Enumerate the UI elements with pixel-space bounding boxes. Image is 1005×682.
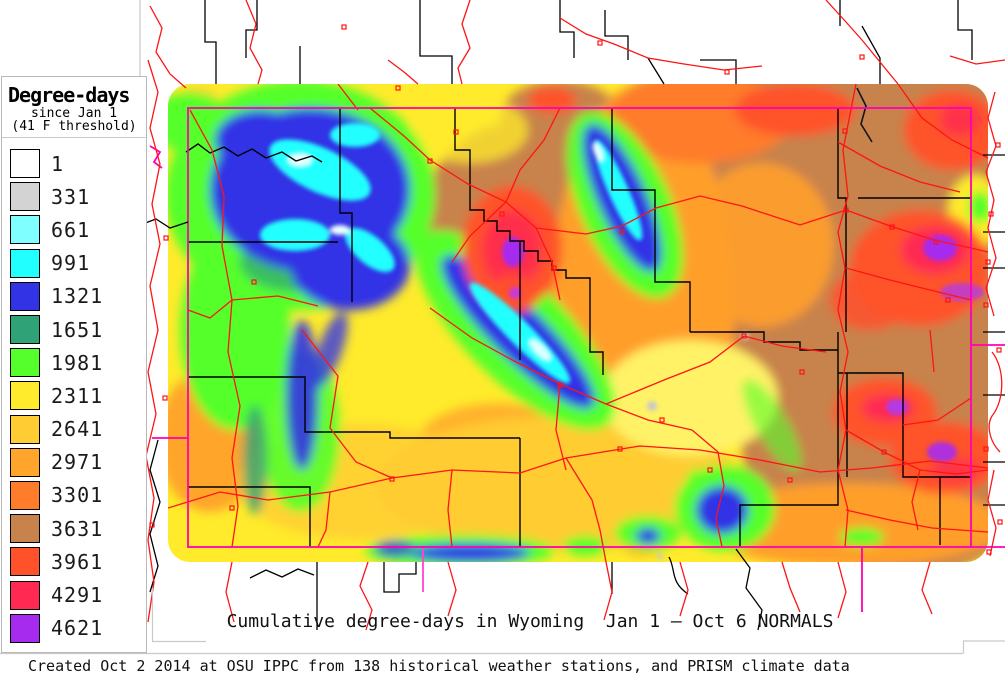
legend-value: 991 (51, 251, 91, 276)
frame-lines (0, 0, 1005, 655)
legend-swatch (10, 414, 40, 444)
legend-row: 1321 (10, 280, 144, 313)
legend-title: Degree-days (8, 83, 130, 107)
legend-swatch (10, 613, 40, 643)
legend-value: 2971 (51, 450, 104, 475)
attribution-footer: Created Oct 2 2014 at OSU IPPC from 138 … (28, 657, 850, 675)
legend-row: 3301 (10, 479, 144, 512)
legend-swatch (10, 580, 40, 610)
legend-swatch (10, 547, 40, 577)
river-line (856, 87, 873, 143)
legend-value: 1651 (51, 317, 104, 342)
legend-swatch (10, 447, 40, 477)
legend-row: 331 (10, 180, 144, 213)
legend-value: 4291 (51, 583, 104, 608)
map-caption: Cumulative degree-days in Wyoming Jan 1 … (226, 611, 834, 632)
legend-value: 1 (51, 151, 65, 176)
legend-swatch (10, 215, 40, 245)
county-boundaries (185, 108, 971, 547)
legend-value: 3301 (51, 483, 104, 508)
legend-swatch (10, 480, 40, 510)
legend-swatch (10, 182, 40, 212)
legend-row: 3961 (10, 545, 144, 578)
margin-town-markers (149, 24, 1003, 555)
legend-row: 1981 (10, 346, 144, 379)
legend-row: 991 (10, 247, 144, 280)
legend-threshold-note: (41 F threshold) (11, 119, 137, 134)
legend-row: 1651 (10, 313, 144, 346)
legend-value: 4621 (51, 616, 104, 641)
legend-swatch (10, 514, 40, 544)
legend-row: 1 (10, 147, 144, 180)
legend-row: 2641 (10, 413, 144, 446)
legend-value: 2311 (51, 383, 104, 408)
legend-value: 331 (51, 184, 91, 209)
legend-row: 2311 (10, 379, 144, 412)
legend-swatch (10, 315, 40, 345)
legend-value: 661 (51, 217, 91, 242)
legend-row: 3631 (10, 512, 144, 545)
legend-row: 4291 (10, 578, 144, 611)
state-border-line (149, 107, 1005, 612)
legend-row: 2971 (10, 446, 144, 479)
legend-rows: 1 331 661 991 1321 1651 1981 2311 2641 2971 3301 36… (10, 147, 144, 645)
legend-value: 2641 (51, 417, 104, 442)
legend-swatch (10, 149, 40, 179)
legend-value: 3961 (51, 549, 104, 574)
legend-swatch (10, 381, 40, 411)
margin-roads (145, 0, 1005, 631)
legend-value: 3631 (51, 516, 104, 541)
legend-swatch (10, 281, 40, 311)
legend-swatch (10, 248, 40, 278)
legend-subtitle: since Jan 1 (30, 106, 118, 121)
highways (168, 84, 988, 562)
legend-swatch (10, 348, 40, 378)
legend-row: 4621 (10, 612, 144, 645)
terrain-heatmap (168, 84, 988, 562)
town-markers (229, 85, 951, 511)
legend-value: 1321 (51, 284, 104, 309)
legend-row: 661 (10, 213, 144, 246)
legend-value: 1981 (51, 350, 104, 375)
legend-divider (2, 137, 146, 138)
legend-panel: Degree-days since Jan 1 (41 F threshold)… (1, 76, 147, 653)
